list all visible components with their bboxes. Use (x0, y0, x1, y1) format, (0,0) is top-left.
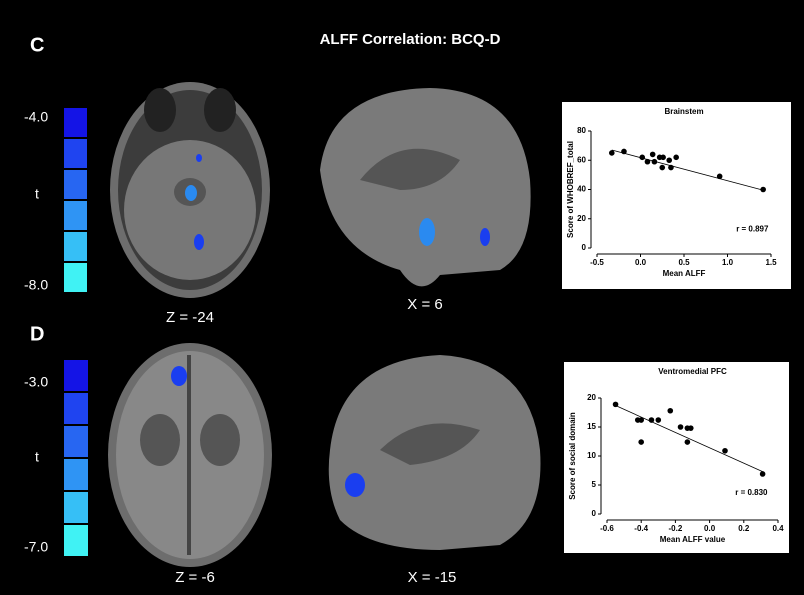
brain-axial-d (108, 343, 272, 567)
colorbar-segment (64, 525, 88, 556)
x-tick-label: 0.2 (738, 524, 750, 533)
colorbar-segment (64, 139, 87, 168)
colorbar-label: -8.0 (24, 277, 48, 293)
figure-title: ALFF Correlation: BCQ-D (320, 31, 501, 48)
point (659, 165, 665, 171)
y-tick-label: 0 (592, 509, 597, 518)
point (656, 417, 662, 423)
colorbar-segment (64, 459, 88, 490)
x-tick-label: -0.4 (634, 524, 648, 533)
y-tick-label: 20 (587, 393, 596, 402)
y-tick-label: 40 (577, 185, 586, 194)
point (638, 417, 644, 423)
x-tick-label: 0.0 (635, 258, 647, 267)
brain-sagittal-d (329, 355, 541, 550)
panel-label: C (30, 34, 44, 56)
colorbar-label: t (35, 449, 39, 465)
slice-label: Z = -6 (175, 569, 215, 586)
colorbar-label: -7.0 (24, 539, 48, 555)
point (621, 149, 627, 155)
x-tick-label: 0.4 (772, 524, 784, 533)
point (613, 402, 619, 408)
point (652, 159, 658, 165)
figure: C D ALFF Correlation: BCQ-D -4.0 t -8.0 … (0, 0, 804, 595)
point (609, 150, 615, 156)
colorbar-segment (64, 492, 88, 523)
slice-label: X = 6 (407, 296, 442, 313)
y-tick-label: 0 (582, 243, 587, 252)
brain-axial-c (110, 82, 270, 298)
point (673, 155, 679, 161)
y-tick-label: 5 (592, 480, 597, 489)
colorbar-segment (64, 393, 88, 424)
colorbar-label: -4.0 (24, 109, 48, 125)
colorbar-segment (64, 232, 87, 261)
colorbar-segment (64, 170, 87, 199)
point (666, 157, 672, 163)
y-tick-label: 80 (577, 126, 586, 135)
point (667, 408, 673, 414)
point (668, 165, 674, 171)
slice-label: Z = -24 (166, 309, 214, 326)
point (639, 155, 645, 161)
point (760, 471, 766, 477)
colorbar-segment (64, 360, 88, 391)
point (688, 425, 694, 431)
y-axis-label: Score of social domain (568, 412, 577, 500)
point (717, 174, 723, 180)
colorbar-segment (64, 108, 87, 137)
y-tick-label: 15 (587, 422, 596, 431)
x-axis-label: Mean ALFF (663, 269, 706, 278)
panel-label: D (30, 323, 44, 345)
point (722, 448, 728, 454)
x-axis-label: Mean ALFF value (660, 535, 726, 544)
chart-title: Brainstem (664, 107, 703, 116)
point (649, 417, 655, 423)
slice-label: X = -15 (408, 569, 457, 586)
colorbar-segment (64, 201, 87, 230)
x-tick-label: -0.6 (600, 524, 614, 533)
point (650, 152, 656, 158)
colorbar-label: t (35, 186, 39, 202)
annotation: r = 0.897 (736, 224, 769, 233)
x-tick-label: 0.5 (678, 258, 690, 267)
colorbar-segment (64, 263, 87, 292)
chart-title: Ventromedial PFC (658, 367, 727, 376)
colorbar-label: -3.0 (24, 374, 48, 390)
y-tick-label: 10 (587, 451, 596, 460)
point (678, 424, 684, 430)
y-tick-label: 20 (577, 214, 586, 223)
point (685, 439, 691, 445)
annotation: r = 0.830 (735, 488, 768, 497)
colorbar-segment (64, 426, 88, 457)
x-tick-label: 1.5 (765, 258, 777, 267)
x-tick-label: -0.5 (590, 258, 604, 267)
point (660, 155, 666, 161)
point (760, 187, 766, 193)
point (638, 439, 644, 445)
y-axis-label: Score of WHOBREF_total (566, 141, 575, 238)
x-tick-label: 0.0 (704, 524, 716, 533)
x-tick-label: 1.0 (722, 258, 734, 267)
point (645, 159, 651, 165)
x-tick-label: -0.2 (669, 524, 683, 533)
y-tick-label: 60 (577, 155, 586, 164)
